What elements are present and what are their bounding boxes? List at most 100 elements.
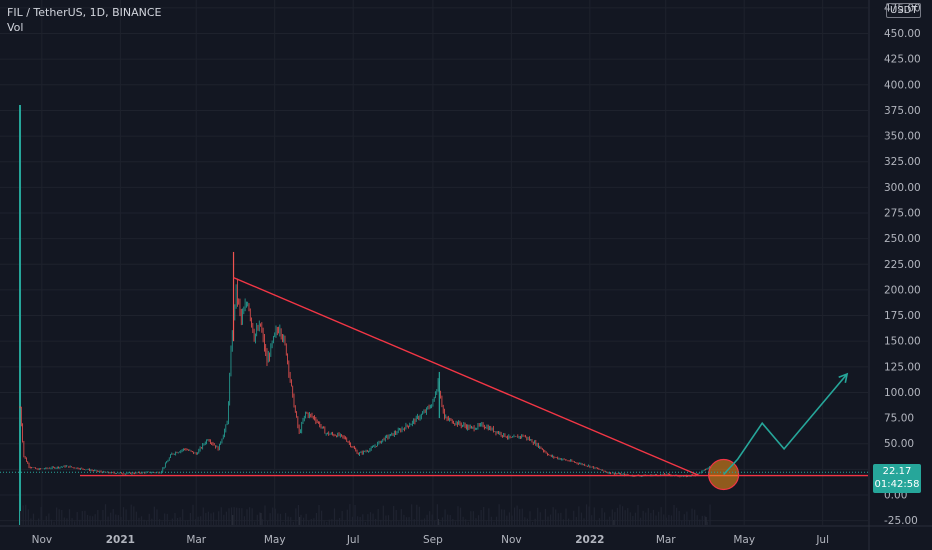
volume-bar — [40, 507, 42, 525]
volume-bar — [495, 516, 498, 525]
y-tick-label: 425.00 — [884, 54, 921, 66]
volume-bar — [238, 508, 240, 525]
volume-bar — [45, 516, 47, 525]
volume-bar — [251, 508, 253, 525]
volume-bar — [521, 508, 523, 525]
volume-indicator-label[interactable]: Vol — [7, 21, 24, 34]
volume-bar — [326, 521, 328, 525]
volume-bar — [215, 519, 217, 525]
volume-bar — [552, 507, 554, 525]
volume-bar — [387, 515, 390, 525]
volume-bar — [421, 519, 423, 525]
volume-bar — [459, 507, 462, 525]
volume-bar — [593, 507, 595, 525]
volume-bar — [357, 516, 359, 525]
volume-bar — [48, 513, 50, 525]
volume-bar — [164, 513, 166, 525]
y-tick-label: 400.00 — [884, 79, 921, 91]
volume-bar — [19, 105, 22, 525]
x-tick-label: Nov — [32, 534, 53, 546]
currency-button[interactable]: USDT — [886, 3, 922, 18]
volume-bar — [269, 513, 271, 525]
volume-bar — [565, 508, 567, 525]
volume-bar — [156, 509, 158, 525]
volume-bar — [668, 514, 670, 525]
volume-bar — [570, 520, 572, 525]
time-axis[interactable]: Nov 2021 Mar May Jul Sep Nov 2022 Mar May Jul — [0, 525, 932, 546]
volume-bar — [413, 519, 415, 525]
volume-bar — [431, 514, 433, 525]
volume-bar — [197, 516, 199, 525]
volume-bar — [313, 518, 315, 525]
volume-bar — [683, 514, 685, 525]
volume-bar — [688, 520, 691, 525]
volume-bar — [493, 521, 495, 525]
volume-bar — [390, 520, 392, 525]
y-tick-label: 150.00 — [884, 336, 921, 348]
volume-bar — [138, 517, 140, 525]
volume-bar — [112, 509, 114, 525]
bar-countdown: 01:42:58 — [874, 479, 920, 490]
volume-bar — [207, 511, 210, 525]
volume-bar — [220, 507, 222, 525]
volume-bar — [266, 520, 269, 525]
volume-bar — [205, 513, 207, 525]
volume-bar — [148, 513, 150, 525]
volume-bar — [562, 519, 565, 525]
volume-bar — [228, 508, 230, 525]
volume-bar — [398, 521, 400, 525]
volume-bar — [341, 511, 343, 525]
volume-bar — [663, 514, 665, 525]
volume-bar — [259, 513, 262, 525]
volume-bar — [660, 507, 662, 525]
volume-bar — [120, 516, 122, 525]
volume-bar — [302, 517, 305, 525]
volume-bar — [192, 504, 194, 525]
y-tick-label: 350.00 — [884, 131, 921, 143]
volume-bar — [596, 520, 598, 525]
volume-bar — [128, 520, 130, 525]
price-axis[interactable]: 475.00 450.00 425.00 400.00 375.00 350.00 325.… — [868, 0, 921, 550]
volume-bar — [66, 518, 68, 525]
x-tick-label: 2021 — [106, 534, 135, 546]
volume-bar — [634, 512, 637, 525]
x-tick-label: Mar — [656, 534, 676, 546]
volume-bar — [94, 514, 96, 525]
volume-bar — [117, 515, 119, 525]
symbol-title[interactable]: FIL / TetherUS, 1D, BINANCE — [7, 6, 162, 19]
volume-bar — [629, 512, 631, 525]
volume-bar — [236, 507, 238, 525]
volume-bar — [588, 506, 590, 525]
volume-bar — [490, 516, 492, 525]
volume-bar — [598, 518, 601, 525]
volume-bar — [457, 506, 459, 525]
volume-bar — [637, 504, 639, 525]
volume-bar — [627, 508, 629, 525]
volume-bar — [140, 516, 143, 525]
chart-grid — [0, 0, 868, 525]
volume-bar — [369, 512, 372, 525]
volume-bar — [61, 510, 63, 525]
volume-bar — [441, 517, 444, 525]
volume-bar — [194, 519, 197, 525]
volume-bar — [331, 519, 333, 525]
volume-bar — [310, 519, 312, 525]
y-tick-label: 475.00 — [884, 2, 921, 14]
y-tick-label: -25.00 — [884, 515, 918, 527]
volume-bar — [295, 508, 297, 525]
volume-bar — [670, 515, 673, 525]
volume-bar — [603, 512, 606, 525]
volume-bar — [364, 521, 366, 525]
volume-bar — [439, 521, 441, 525]
volume-bar — [665, 517, 667, 525]
volume-bar — [706, 521, 709, 525]
chart-drawings — [0, 276, 868, 491]
last-price-badge: 22.17 01:42:58 — [873, 464, 921, 493]
volume-bar — [449, 515, 451, 525]
volume-bar — [483, 506, 485, 525]
volume-bar — [619, 504, 621, 525]
volume-bar — [529, 511, 531, 525]
volume-bar — [609, 516, 611, 525]
volume-bar — [166, 513, 168, 525]
